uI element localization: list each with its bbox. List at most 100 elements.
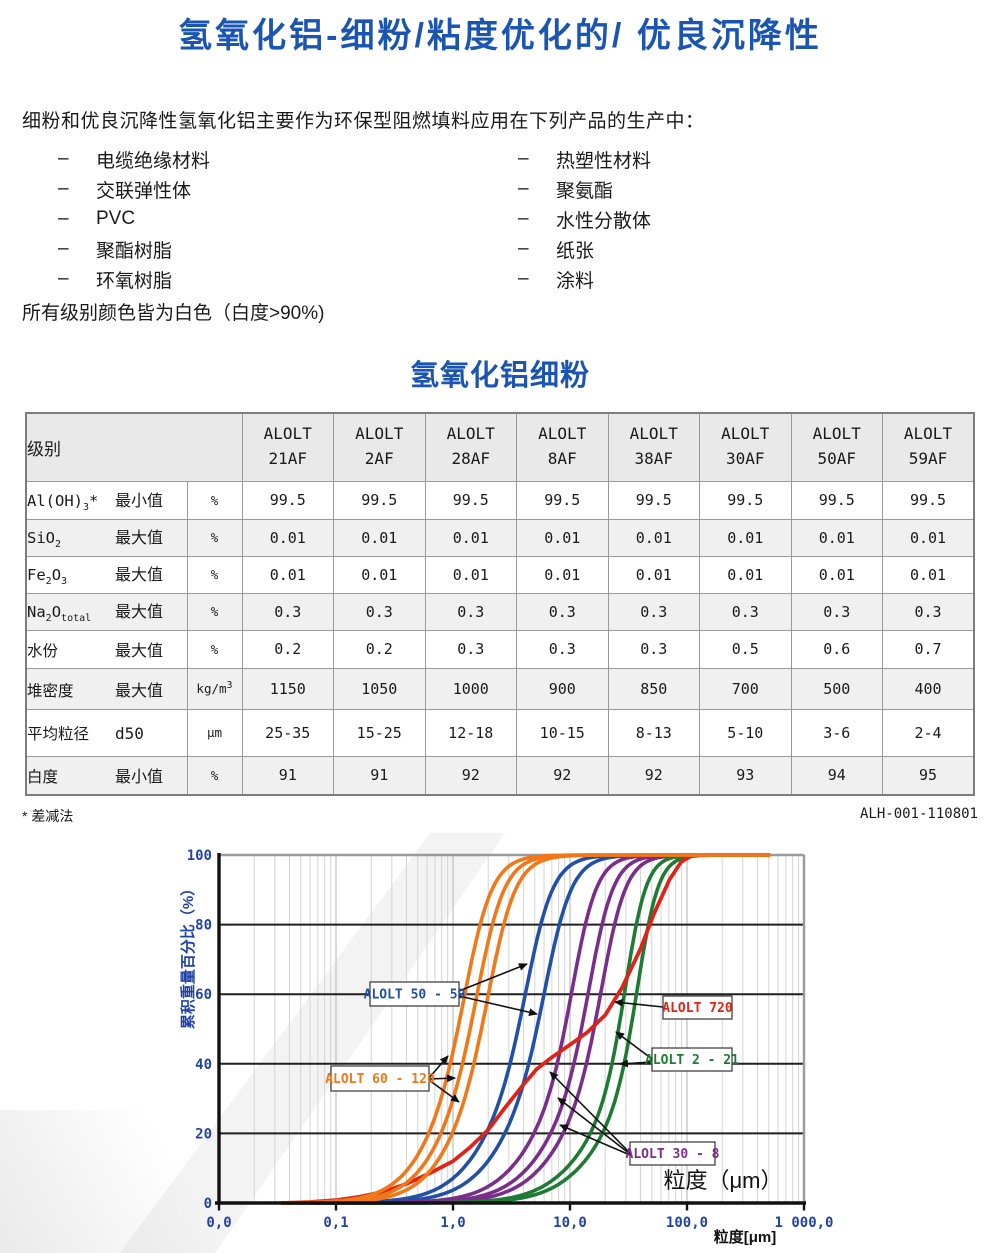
y-tick-label: 80 xyxy=(195,918,212,934)
x-tick-label: 1,0 xyxy=(440,1215,465,1231)
annotation-label: ALOLT 720 xyxy=(662,1001,733,1016)
property-name: 堆密度 xyxy=(27,681,74,700)
annotation-arrow xyxy=(549,1071,631,1154)
application-label: PVC xyxy=(96,208,136,229)
table-corner-label: 级别 xyxy=(25,412,243,482)
property-name: 水份 xyxy=(27,642,59,660)
value-cell: 0.01 xyxy=(699,518,792,557)
property-cell: 白度 最小值 xyxy=(25,755,188,796)
value-cell: 99.5 xyxy=(424,480,517,520)
value-cell: 0.7 xyxy=(882,629,975,669)
property-qualifier: 最大值 xyxy=(115,528,164,548)
value-cell: 0.01 xyxy=(241,518,334,557)
annotation-arrow xyxy=(458,995,538,1017)
product-column-header: ALOLT 59AF xyxy=(882,412,975,482)
application-label: 水性分散体 xyxy=(556,210,652,232)
unit-cell: % xyxy=(186,518,243,557)
product-column-header: ALOLT 21AF xyxy=(241,412,334,482)
value-cell: 95 xyxy=(882,755,975,796)
application-label: 热塑性材料 xyxy=(556,150,652,172)
value-cell: 0.01 xyxy=(607,555,700,594)
property-cell: SiO2 最大值 xyxy=(25,518,188,557)
value-cell: 0.3 xyxy=(607,629,700,669)
annotation-box xyxy=(330,1065,430,1092)
intro-paragraph: 细粉和优良沉降性氢氧化铝主要作为环保型阻燃填料应用在下列产品的生产中： xyxy=(22,111,705,132)
unit-cell: % xyxy=(186,480,243,520)
value-cell: 1050 xyxy=(333,667,426,710)
property-name: SiO2 xyxy=(27,529,62,551)
value-cell: 400 xyxy=(882,667,975,710)
applications-lists: – 电缆绝缘材料 – 交联弹性体 – PVC – 聚酯树脂 – 环氧树脂 – 热塑性材料 – 聚氨酯 – 水… xyxy=(0,144,1000,296)
y-tick-label: 40 xyxy=(195,1057,212,1073)
value-cell: 0.01 xyxy=(333,518,426,557)
x-tick-label: 10,0 xyxy=(553,1215,587,1231)
particle-size-distribution-chart: 0,0 0,1 1,0 10,0 100,0 1 000,0 0 20 40 60 80 100 累积重… xyxy=(120,833,834,1253)
application-label: 纸张 xyxy=(556,240,595,262)
value-cell: 850 xyxy=(607,667,700,710)
annotation-box xyxy=(369,981,460,1007)
property-cell: 堆密度 最大值 xyxy=(25,667,188,710)
unit-cell: % xyxy=(186,555,243,594)
property-qualifier: 最小值 xyxy=(115,767,164,787)
bullet-dash: – xyxy=(58,238,69,259)
application-item: – 聚酯树脂 xyxy=(58,234,210,264)
color-note: 所有级别颜色皆为白色（白度>90%) xyxy=(22,303,325,324)
value-cell: 0.3 xyxy=(516,629,609,669)
value-cell: 0.01 xyxy=(424,555,517,594)
value-cell: 900 xyxy=(516,667,609,710)
value-cell: 15-25 xyxy=(333,708,426,757)
value-cell: 0.01 xyxy=(607,518,700,557)
annotation-arrow xyxy=(428,1055,449,1079)
value-cell: 0.3 xyxy=(516,592,609,631)
value-cell: 0.3 xyxy=(790,592,883,631)
property-qualifier: d50 xyxy=(115,723,144,743)
value-cell: 0.2 xyxy=(333,629,426,669)
annotation-label: ALOLT 30 - 8 xyxy=(626,1147,720,1162)
value-cell: 0.6 xyxy=(790,629,883,669)
applications-list-left: – 电缆绝缘材料 – 交联弹性体 – PVC – 聚酯树脂 – 环氧树脂 xyxy=(58,144,210,294)
curve-alolt-60-120 xyxy=(280,853,771,1205)
bullet-dash: – xyxy=(58,208,69,229)
application-item: – 环氧树脂 xyxy=(58,264,210,294)
property-cell: Al(OH)3* 最小值 xyxy=(25,480,188,520)
x-tick-label: 0,0 xyxy=(206,1215,231,1231)
property-qualifier: 最大值 xyxy=(115,602,164,622)
value-cell: 94 xyxy=(790,755,883,796)
y-tick-label: 100 xyxy=(187,848,212,864)
property-cell: Na2Ototal 最大值 xyxy=(25,592,188,631)
table-row: 平均粒径 d50 μm 25-35 15-25 12-18 10-15 8-13 5-10 3-6… xyxy=(25,708,975,757)
footnote-row: * 差减法 ALH-001-110801 xyxy=(22,806,978,826)
application-item: – 热塑性材料 xyxy=(518,144,651,174)
annotation-arrow xyxy=(428,1079,460,1103)
application-item: – PVC xyxy=(58,204,210,234)
table-row: Na2Ototal 最大值% 0.3 0.3 0.3 0.3 0.3 0.3 0.3 0.3 xyxy=(25,592,975,631)
annotation-arrow xyxy=(614,998,664,1008)
x-tick-label: 1 000,0 xyxy=(774,1215,833,1231)
y-axis-title: 累积重量百分比（%） xyxy=(179,881,197,1029)
value-cell: 5-10 xyxy=(699,708,792,757)
value-cell: 92 xyxy=(516,755,609,796)
annotation-box xyxy=(629,1141,716,1166)
property-name: Fe2O3 xyxy=(27,566,68,588)
bullet-dash: – xyxy=(518,208,529,229)
x-axis-title: 粒度[μm] xyxy=(714,1228,777,1246)
value-cell: 10-15 xyxy=(516,708,609,757)
property-qualifier: 最大值 xyxy=(115,565,164,585)
value-cell: 25-35 xyxy=(241,708,334,757)
value-cell: 0.01 xyxy=(333,555,426,594)
application-item: – 涂料 xyxy=(518,264,651,294)
unit-cell: % xyxy=(186,592,243,631)
product-column-header: ALOLT 2AF xyxy=(333,412,426,482)
value-cell: 0.3 xyxy=(699,592,792,631)
application-item: – 水性分散体 xyxy=(518,204,651,234)
annotation-label: ALOLT 50 - 59 xyxy=(364,988,466,1003)
x-tick-label: 0,1 xyxy=(323,1215,348,1231)
annotation-box xyxy=(662,995,733,1020)
value-cell: 0.01 xyxy=(699,555,792,594)
value-cell: 0.3 xyxy=(607,592,700,631)
property-name: Al(OH)3* xyxy=(27,491,99,514)
table-row: Al(OH)3* 最小值% 99.5 99.5 99.5 99.5 99.5 99.5 99.5… xyxy=(25,480,975,520)
application-label: 聚氨酯 xyxy=(556,180,614,202)
bullet-dash: – xyxy=(518,178,529,199)
